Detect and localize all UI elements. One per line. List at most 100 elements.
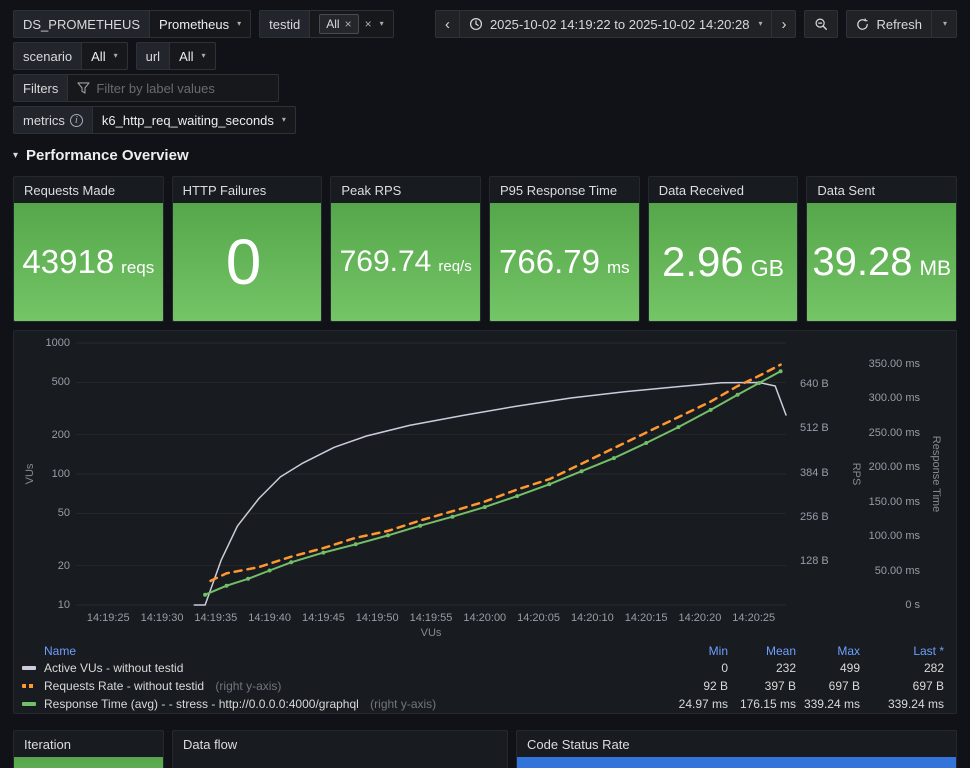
stat-value-area: 766.79 ms — [490, 203, 639, 321]
legend-value: 176.15 ms — [739, 697, 796, 711]
stat-value-area: 43918 reqs — [14, 203, 163, 321]
x-axis-tick: 14:20:10 — [570, 612, 614, 624]
panel-title[interactable]: Requests Made — [24, 182, 116, 198]
y-axis-tick: 50 — [57, 507, 70, 520]
legend-value: 697 B — [828, 679, 860, 693]
stat-unit: req/s — [438, 258, 472, 275]
stat-panel-http-failures: HTTP Failures 0 — [171, 176, 323, 322]
metrics-picker: metrics i k6_http_req_waiting_seconds ▾ — [13, 106, 296, 134]
series-color-swatch — [22, 702, 36, 706]
refresh-button[interactable]: Refresh — [846, 10, 932, 38]
stat-value: 0 — [225, 226, 262, 298]
x-axis-tick: 14:19:40 — [248, 612, 292, 624]
x-axis-tick: 14:19:30 — [140, 612, 184, 624]
series-point — [353, 542, 358, 547]
panel-title[interactable]: Peak RPS — [341, 182, 402, 198]
x-axis-tick: 14:20:20 — [678, 612, 722, 624]
time-shift-back-button[interactable]: ‹ — [434, 10, 460, 38]
panel-title[interactable]: Code Status Rate — [527, 736, 630, 752]
scenario-picker: scenario All ▾ — [13, 42, 128, 70]
section-performance-overview[interactable]: ▾ Performance Overview — [13, 144, 957, 166]
time-range-picker[interactable]: 2025-10-02 14:19:22 to 2025-10-02 14:20:… — [459, 10, 773, 38]
series-color-swatch — [22, 684, 36, 688]
url-select[interactable]: All ▾ — [169, 42, 216, 70]
zoom-out-button[interactable] — [804, 10, 839, 38]
response-time-axis-tick: 50.00 ms — [874, 564, 920, 577]
legend-value: 339.24 ms — [803, 697, 860, 711]
x-axis-tick: 14:20:05 — [517, 612, 560, 624]
stat-value-area: 39.28 MB — [807, 203, 957, 321]
toolbar-row-3: Filters — [13, 74, 957, 102]
series-point — [611, 456, 616, 461]
chevron-down-icon: ▾ — [379, 19, 384, 28]
series-color-swatch — [22, 666, 36, 670]
legend-header-last[interactable]: Last * — [913, 644, 944, 658]
legend-series-name[interactable]: Response Time (avg) - - stress - http://… — [44, 697, 359, 711]
panel-title[interactable]: Data Received — [658, 182, 744, 198]
metrics-select[interactable]: k6_http_req_waiting_seconds ▾ — [91, 106, 296, 134]
series-line-1 — [209, 363, 782, 583]
panel-title[interactable]: Data flow — [183, 736, 238, 752]
datasource-select[interactable]: Prometheus ▾ — [149, 10, 252, 38]
testid-select[interactable]: All × × ▾ — [309, 10, 394, 38]
time-shift-forward-button[interactable]: › — [772, 10, 797, 38]
legend-header-name[interactable]: Name — [44, 644, 77, 658]
time-series-plot[interactable] — [76, 342, 787, 606]
legend-header-mean[interactable]: Mean — [765, 644, 796, 658]
chevron-down-icon: ▾ — [113, 51, 118, 60]
refresh-icon — [856, 18, 869, 31]
panel-title[interactable]: P95 Response Time — [500, 182, 618, 198]
y-axis-label-rps: RPS — [850, 462, 862, 486]
series-point — [515, 494, 520, 499]
response-time-axis-tick: 150.00 ms — [868, 495, 920, 508]
response-time-axis-tick: 250.00 ms — [868, 426, 920, 439]
filters-input[interactable] — [96, 80, 273, 96]
rps-axis-tick: 640 B — [800, 378, 829, 391]
y-axis-tick: 1000 — [45, 337, 70, 349]
scenario-value: All — [91, 48, 106, 64]
x-axis-tick: 14:20:15 — [624, 612, 668, 624]
series-point — [386, 533, 390, 538]
remove-value-icon[interactable]: × — [344, 17, 352, 31]
series-point — [246, 576, 251, 581]
x-axis-tick: 14:19:25 — [86, 612, 130, 624]
filters-input-wrap — [67, 74, 280, 102]
rps-axis-tick: 256 B — [800, 510, 829, 523]
series-point — [289, 560, 294, 565]
rps-axis-tick: 512 B — [800, 422, 829, 435]
panel-title[interactable]: HTTP Failures — [182, 182, 267, 198]
code-status-bar — [517, 757, 956, 768]
legend-header-max[interactable]: Max — [837, 644, 860, 658]
scenario-select[interactable]: All ▾ — [81, 42, 128, 70]
chevron-left-icon: ‹ — [444, 15, 450, 33]
legend-series-name[interactable]: Requests Rate - without testid — [44, 679, 205, 693]
x-axis-label: VUs — [420, 627, 442, 639]
response-time-axis-tick: 100.00 ms — [868, 530, 920, 543]
series-point — [778, 369, 783, 374]
y-axis-tick: 10 — [57, 599, 70, 611]
legend-value: 92 B — [703, 679, 728, 693]
stat-panel-peak-rps: Peak RPS 769.74 req/s — [330, 176, 482, 322]
series-point — [224, 583, 229, 588]
info-icon[interactable]: i — [69, 113, 83, 127]
response-time-axis-tick: 300.00 ms — [868, 392, 920, 405]
legend-value: 282 — [923, 661, 944, 675]
legend-value: 232 — [775, 661, 796, 675]
legend-series-name[interactable]: Active VUs - without testid — [44, 661, 184, 675]
x-axis-tick: 14:20:00 — [463, 612, 507, 624]
stat-value: 769.74 — [339, 245, 432, 278]
series-point — [579, 469, 584, 474]
refresh-interval-dropdown[interactable]: ▾ — [931, 10, 957, 38]
panel-title[interactable]: Data Sent — [817, 182, 876, 198]
clock-icon — [469, 17, 483, 31]
clear-all-icon[interactable]: × — [364, 17, 372, 31]
legend-header-min[interactable]: Min — [708, 644, 728, 658]
stat-panel-data-sent: Data Sent 39.28 MB — [806, 176, 958, 322]
selected-value-tag[interactable]: All × — [319, 14, 359, 34]
panel-title[interactable]: Iteration — [24, 736, 71, 752]
stats-row: Requests Made 43918 reqs HTTP Failures 0 … — [13, 176, 958, 322]
tag-label: All — [326, 17, 340, 31]
y-axis-label-response-time: Response Time — [930, 435, 942, 513]
series-point — [547, 482, 552, 487]
bottom-row: Iteration Data flow Code Status Rate — [13, 730, 957, 768]
